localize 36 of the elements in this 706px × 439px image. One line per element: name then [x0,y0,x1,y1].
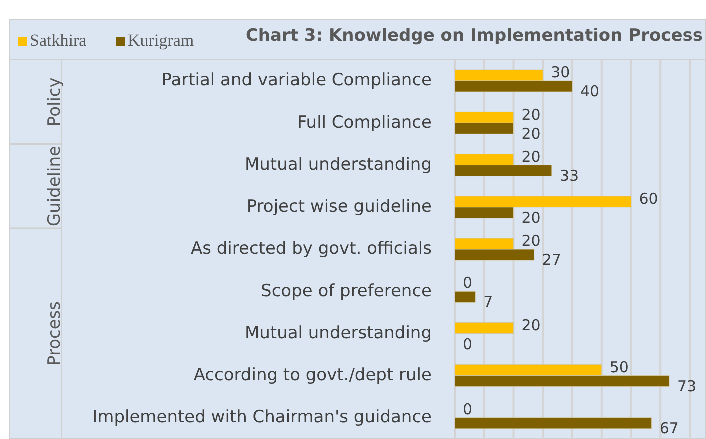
text: Guideline [45,146,65,227]
y-tick-label: Mutual understanding [244,154,432,175]
data-label: 20 [522,232,541,250]
data-label: 20 [522,148,541,166]
y-tick-label: Partial and variable Compliance [162,70,432,91]
data-label: 33 [560,166,580,185]
y-tick-label: Scope of preference [261,281,432,302]
data-label: 20 [522,106,541,124]
y-tick-label: Implemented with Chairman's guidance [92,408,432,428]
y-tick-label: Full Compliance [297,112,432,133]
data-label: 20 [522,208,541,227]
data-label: 7 [484,293,494,312]
data-label: 20 [522,316,541,334]
bar [454,418,652,430]
text: Policy [45,78,65,127]
y-tick-label: According to govt./dept rule [194,365,432,386]
text: Process [45,301,65,366]
data-label: 27 [542,251,562,270]
data-label: 0 [463,335,473,354]
data-label: 30 [551,64,570,82]
data-label: 60 [639,190,658,208]
bar [454,322,514,334]
data-label: 0 [463,274,473,292]
y-tick-label: As directed by govt. officials [190,239,432,260]
data-label: 20 [522,124,541,143]
data-label: 73 [677,377,697,396]
legend-label: Satkhira [30,31,88,50]
legend-label: Kurigram [128,31,194,50]
y-tick-label: Project wise guideline [246,197,432,218]
data-label: 0 [463,400,473,419]
data-label: 50 [610,358,629,376]
data-label: 40 [580,82,600,101]
chart-title: Chart 3: Knowledge on Implementation Process [246,26,703,46]
y-tick-label: Mutual understanding [244,323,432,344]
data-label: 67 [660,420,679,438]
bar [454,291,476,303]
